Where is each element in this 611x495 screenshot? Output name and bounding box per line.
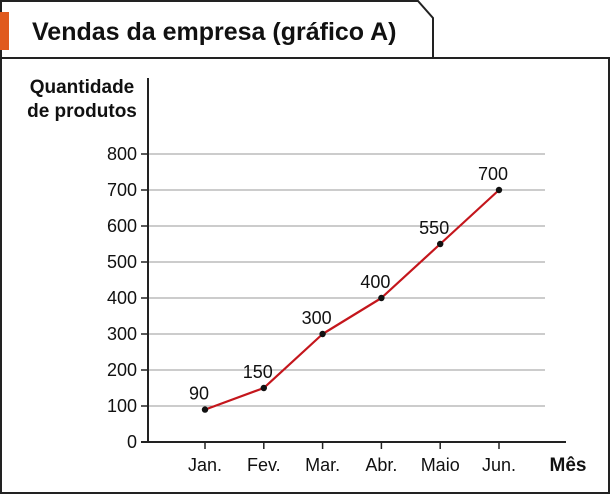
data-label: 300 bbox=[302, 308, 332, 328]
data-point bbox=[201, 406, 209, 413]
data-label: 550 bbox=[419, 218, 449, 238]
title-accent-bar bbox=[0, 12, 9, 50]
gridlines bbox=[148, 153, 545, 407]
data-label: 400 bbox=[360, 272, 390, 292]
y-tick-label: 800 bbox=[107, 144, 137, 164]
y-axis-label-line-1: Quantidade bbox=[30, 77, 135, 98]
data-label: 150 bbox=[243, 362, 273, 382]
x-tick-label: Fev. bbox=[247, 455, 281, 475]
y-tick-label: 200 bbox=[107, 360, 137, 380]
y-tick-label: 0 bbox=[127, 432, 137, 452]
y-tick-label: 700 bbox=[107, 180, 137, 200]
data-label: 90 bbox=[189, 384, 209, 404]
y-axis-ticks: 0 100 200 300 400 500 600 700 800 bbox=[107, 144, 148, 452]
y-tick-label: 500 bbox=[107, 252, 137, 272]
data-point bbox=[319, 330, 326, 338]
data-point bbox=[495, 186, 503, 194]
data-point bbox=[260, 384, 267, 392]
chart-title: Vendas da empresa (gráfico A) bbox=[32, 18, 396, 46]
x-tick-label: Jan. bbox=[188, 455, 222, 475]
y-tick-label: 100 bbox=[107, 396, 137, 416]
x-axis-ticks: Jan. Fev. Mar. Abr. Maio Jun. bbox=[188, 442, 516, 475]
series-vendas bbox=[201, 186, 503, 413]
x-tick-label: Abr. bbox=[365, 455, 397, 475]
series-line bbox=[204, 189, 500, 411]
data-point bbox=[437, 240, 444, 248]
x-axis-label: Mês bbox=[550, 455, 587, 476]
y-axis-label-line-2: de produtos bbox=[27, 101, 137, 122]
data-labels: 90 150 300 400 550 700 bbox=[189, 164, 508, 404]
data-point bbox=[378, 294, 385, 302]
x-tick-label: Maio bbox=[421, 455, 460, 475]
y-tick-label: 300 bbox=[107, 324, 137, 344]
x-tick-label: Jun. bbox=[482, 455, 516, 475]
data-label: 700 bbox=[478, 164, 508, 184]
x-tick-label: Mar. bbox=[305, 455, 340, 475]
y-tick-label: 400 bbox=[107, 288, 137, 308]
y-tick-label: 600 bbox=[107, 216, 137, 236]
